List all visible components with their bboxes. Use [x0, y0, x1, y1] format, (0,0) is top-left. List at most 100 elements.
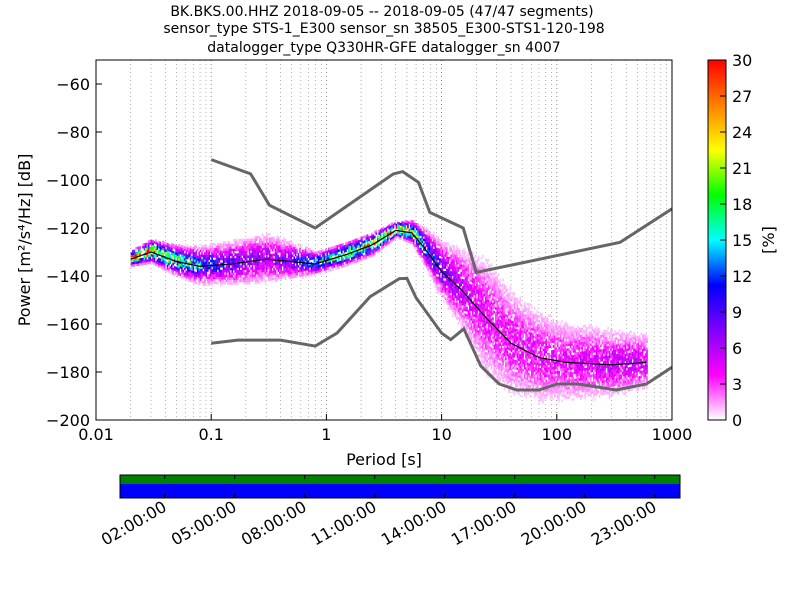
histogram-cell	[376, 247, 379, 251]
histogram-cell	[191, 279, 193, 283]
histogram-cell	[520, 380, 523, 384]
histogram-cell	[463, 296, 465, 299]
histogram-cell	[211, 252, 213, 256]
histogram-cell	[484, 325, 487, 329]
histogram-cell	[549, 369, 552, 373]
histogram-cell	[453, 254, 455, 258]
histogram-cell	[424, 262, 427, 266]
histogram-cell	[412, 244, 415, 247]
histogram-cell	[460, 257, 463, 260]
histogram-cell	[506, 382, 509, 385]
histogram-cell	[221, 264, 223, 268]
histogram-cell	[147, 249, 150, 253]
histogram-cell	[327, 266, 330, 270]
histogram-cell	[192, 261, 195, 264]
histogram-cell	[348, 241, 350, 244]
histogram-cell	[476, 281, 478, 285]
histogram-cell	[539, 399, 542, 402]
histogram-cell	[463, 324, 465, 328]
histogram-cell	[150, 253, 153, 257]
histogram-cell	[466, 292, 468, 296]
histogram-cell	[218, 272, 221, 275]
histogram-cell	[260, 269, 262, 273]
histogram-cell	[451, 273, 454, 277]
histogram-cell	[522, 328, 524, 331]
histogram-cell	[507, 318, 510, 322]
histogram-cell	[512, 304, 514, 307]
histogram-cell	[240, 279, 242, 283]
histogram-cell	[438, 238, 441, 242]
histogram-cell	[136, 258, 139, 262]
histogram-cell	[456, 252, 458, 255]
histogram-cell	[434, 275, 437, 279]
histogram-cell	[280, 239, 283, 243]
histogram-cell	[519, 315, 522, 319]
histogram-cell	[446, 249, 448, 253]
histogram-cell	[417, 252, 419, 255]
histogram-cell	[394, 234, 396, 238]
histogram-cell	[539, 351, 542, 354]
histogram-cell	[479, 328, 481, 331]
histogram-cell	[322, 263, 324, 267]
histogram-cell	[260, 250, 262, 253]
histogram-cell	[257, 269, 259, 273]
histogram-cell	[454, 281, 457, 284]
histogram-cell	[518, 329, 520, 333]
histogram-cell	[510, 370, 513, 374]
histogram-cell	[330, 253, 333, 257]
histogram-cell	[434, 266, 437, 269]
histogram-cell	[484, 328, 487, 331]
histogram-cell	[457, 278, 460, 282]
histogram-cell	[222, 279, 225, 283]
histogram-cell	[336, 252, 339, 255]
histogram-cell	[162, 262, 164, 265]
histogram-cell	[541, 353, 543, 357]
histogram-cell	[523, 326, 526, 329]
histogram-cell	[467, 256, 470, 260]
histogram-cell	[306, 265, 308, 269]
histogram-cell	[505, 366, 507, 370]
histogram-cell	[499, 319, 501, 323]
histogram-cell	[479, 282, 481, 286]
histogram-cell	[361, 253, 363, 256]
histogram-cell	[176, 248, 179, 251]
histogram-cell	[536, 377, 539, 380]
histogram-cell	[497, 342, 500, 346]
histogram-cell	[554, 335, 556, 338]
histogram-cell	[546, 326, 549, 330]
histogram-cell	[467, 264, 470, 267]
histogram-cell	[503, 370, 506, 374]
histogram-cell	[158, 252, 160, 256]
histogram-cell	[150, 246, 153, 250]
histogram-cell	[506, 367, 509, 371]
histogram-cell	[528, 391, 530, 395]
histogram-cell	[189, 279, 192, 283]
histogram-cell	[500, 363, 503, 367]
histogram-cell	[456, 257, 458, 260]
histogram-cell	[241, 250, 244, 254]
histogram-cell	[250, 262, 252, 266]
histogram-cell	[483, 303, 486, 307]
histogram-cell	[159, 241, 162, 245]
histogram-cell	[456, 281, 458, 284]
histogram-cell	[143, 245, 146, 249]
histogram-cell	[486, 366, 488, 370]
histogram-cell	[268, 232, 271, 236]
histogram-cell	[202, 266, 205, 270]
histogram-cell	[529, 363, 532, 367]
histogram-cell	[538, 319, 540, 323]
histogram-cell	[458, 319, 461, 323]
histogram-cell	[519, 303, 522, 307]
histogram-cell	[457, 295, 460, 299]
histogram-cell	[525, 314, 527, 318]
histogram-cell	[411, 237, 414, 240]
histogram-cell	[486, 354, 488, 358]
histogram-cell	[374, 230, 376, 234]
histogram-cell	[217, 243, 219, 246]
histogram-cell	[477, 313, 480, 316]
histogram-cell	[322, 261, 324, 264]
histogram-cell	[543, 322, 546, 325]
histogram-cell	[273, 277, 275, 281]
histogram-cell	[454, 273, 457, 277]
histogram-cell	[471, 304, 474, 307]
